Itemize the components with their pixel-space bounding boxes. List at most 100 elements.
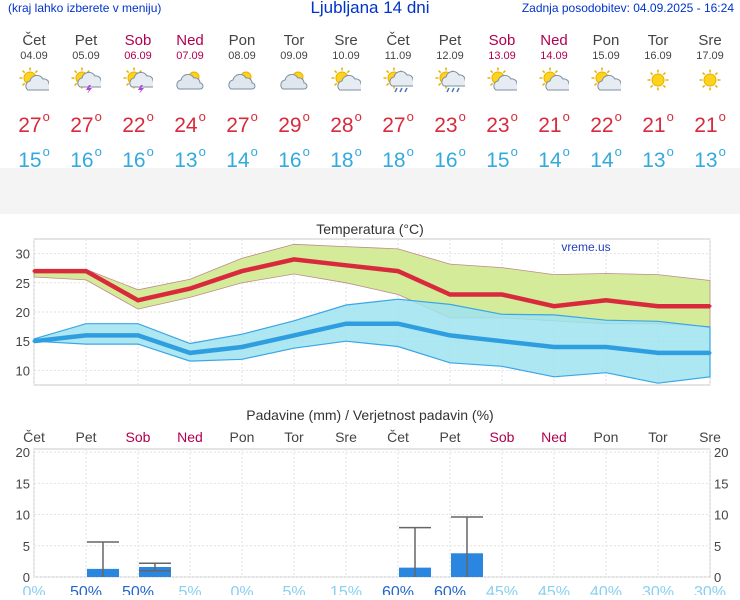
max-temp-point xyxy=(604,298,608,302)
temp-max: 27o xyxy=(226,109,258,137)
sun-cloud-icon xyxy=(320,67,372,93)
y-tick-label-right: 5 xyxy=(714,539,721,554)
x-tick-label: Čet xyxy=(387,429,409,445)
cloud-icon xyxy=(268,67,320,93)
max-temp-line xyxy=(34,257,710,309)
temp-max: 27o xyxy=(70,109,102,137)
x-tick-label: Sob xyxy=(490,429,515,445)
cloud-icon xyxy=(164,67,216,93)
day-name: Sob xyxy=(488,32,516,49)
day-column: Tor 16.09 21o 13o xyxy=(632,33,684,173)
day-column: Čet 11.09 27o 18o xyxy=(372,33,424,173)
precip-probability: 40% xyxy=(590,584,622,595)
temp-min: 16o xyxy=(278,144,310,172)
day-column: Sob 13.09 23o 15o xyxy=(476,33,528,173)
day-column: Ned 07.09 24o 13o xyxy=(164,33,216,173)
y-tick-label: 30 xyxy=(16,247,30,262)
day-name: Sre xyxy=(698,32,722,49)
day-date: 04.09 xyxy=(20,50,48,62)
day-name: Ned xyxy=(176,32,204,49)
sun-cloud-icon xyxy=(8,67,60,93)
temp-min: 14o xyxy=(538,144,570,172)
temperature-chart: 10 15 20 25 30 Temperatura (°C) vreme.us xyxy=(16,221,712,386)
x-tick-label: Pon xyxy=(230,429,255,445)
sun-icon xyxy=(632,67,684,93)
y-tick-label: 0 xyxy=(23,570,30,585)
sun-storm-icon xyxy=(112,67,164,93)
day-column: Pon 08.09 27o 14o xyxy=(216,33,268,173)
day-date: 14.09 xyxy=(540,50,568,62)
y-tick-label-right: 10 xyxy=(714,508,728,523)
day-date: 09.09 xyxy=(280,50,308,62)
x-tick-label: Sob xyxy=(126,429,151,445)
precip-probability: 0% xyxy=(230,584,253,595)
precipitation-chart: Padavine (mm) / Verjetnost padavin (%) Če… xyxy=(16,407,729,595)
min-temp-point xyxy=(240,345,244,349)
max-temp-point xyxy=(552,304,556,308)
day-name: Pon xyxy=(228,32,256,49)
day-date: 16.09 xyxy=(644,50,672,62)
day-date: 06.09 xyxy=(124,50,152,62)
x-tick-label: Ned xyxy=(177,429,203,445)
precip-probability: 30% xyxy=(694,584,726,595)
day-date: 08.09 xyxy=(228,50,256,62)
temp-max: 23o xyxy=(434,109,466,137)
cloud-icon xyxy=(216,67,268,93)
x-tick-label: Sre xyxy=(699,429,721,445)
max-temp-point xyxy=(656,304,660,308)
y-tick-label: 10 xyxy=(16,363,30,378)
day-column: Sob 06.09 22o 16o xyxy=(112,33,164,173)
temp-max: 27o xyxy=(382,109,414,137)
menu-hint[interactable]: (kraj lahko izberete v meniju) xyxy=(8,1,162,15)
y-tick-label: 25 xyxy=(16,276,30,291)
max-temp-point xyxy=(396,269,400,273)
day-name: Čet xyxy=(386,32,410,49)
page-title: Ljubljana 14 dni xyxy=(310,0,430,17)
precip-probability: 60% xyxy=(382,584,414,595)
temp-min: 13o xyxy=(694,144,726,172)
day-column: Pet 12.09 23o 16o xyxy=(424,33,476,173)
temp-min: 15o xyxy=(18,144,50,172)
y-tick-label: 20 xyxy=(16,445,30,460)
plot-area xyxy=(33,448,711,578)
temp-min: 18o xyxy=(382,144,414,172)
min-temp-point xyxy=(656,351,660,355)
separator-band xyxy=(0,168,740,214)
x-tick-label: Ned xyxy=(541,429,567,445)
day-name: Čet xyxy=(22,32,46,49)
day-column: Tor 09.09 29o 16o xyxy=(268,33,320,173)
min-temp-point xyxy=(552,345,556,349)
y-tick-label: 10 xyxy=(16,508,30,523)
x-tick-label: Tor xyxy=(648,429,668,445)
y-tick-label: 5 xyxy=(23,539,30,554)
sun-rain-icon xyxy=(372,67,424,93)
y-tick-label: 15 xyxy=(16,476,30,491)
precip-probability: 5% xyxy=(178,584,201,595)
day-name: Pon xyxy=(592,32,620,49)
precip-probability: 50% xyxy=(70,584,102,595)
temp-max: 22o xyxy=(590,109,622,137)
temp-max: 22o xyxy=(122,109,154,137)
day-name: Sre xyxy=(334,32,358,49)
precip-probability: 15% xyxy=(330,584,362,595)
day-date: 15.09 xyxy=(592,50,620,62)
temp-max: 21o xyxy=(642,109,674,137)
precip-probability: 45% xyxy=(538,584,570,595)
day-name: Ned xyxy=(540,32,568,49)
day-name: Pet xyxy=(438,32,462,49)
temp-min: 16o xyxy=(70,144,102,172)
day-date: 07.09 xyxy=(176,50,204,62)
max-temp-point xyxy=(240,269,244,273)
min-temp-point xyxy=(84,333,88,337)
y-tick-label-right: 0 xyxy=(714,570,721,585)
precip-bar xyxy=(139,567,171,577)
x-tick-label: Tor xyxy=(284,429,304,445)
day-column: Sre 10.09 28o 18o xyxy=(320,33,372,173)
min-temp-point xyxy=(136,333,140,337)
temp-max: 28o xyxy=(330,109,362,137)
temp-min: 13o xyxy=(642,144,674,172)
min-temp-point xyxy=(604,345,608,349)
temp-max: 21o xyxy=(694,109,726,137)
y-tick-label-right: 15 xyxy=(714,476,728,491)
sun-rain-icon xyxy=(424,67,476,93)
